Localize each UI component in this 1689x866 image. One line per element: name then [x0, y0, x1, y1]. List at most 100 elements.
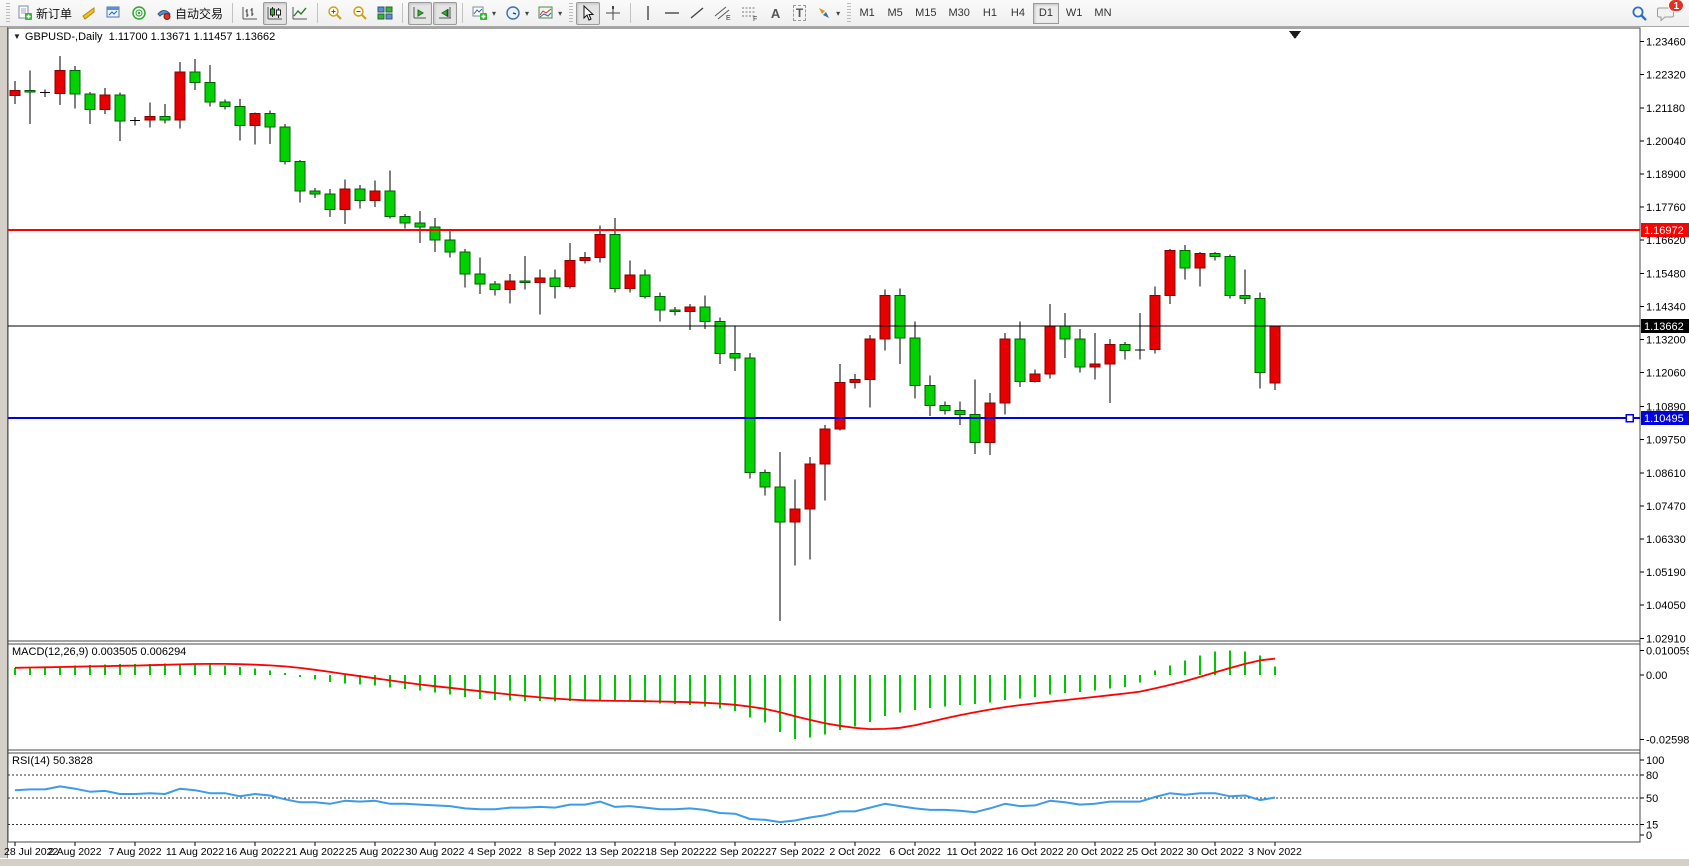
crosshair-tool-button[interactable]: [601, 2, 625, 25]
autotrading-label: 自动交易: [175, 6, 224, 21]
svg-text:2 Oct 2022: 2 Oct 2022: [829, 846, 881, 858]
resistance-line-price-badge: [1641, 223, 1689, 238]
chart-shift-icon: [412, 5, 428, 21]
chart-shift-button[interactable]: [408, 1, 433, 25]
svg-text:18 Sep 2022: 18 Sep 2022: [645, 846, 705, 858]
macd-indicator-label: MACD(12,26,9) 0.003505 0.006294: [12, 646, 186, 658]
auto-scroll-button[interactable]: [433, 1, 458, 25]
rsi-indicator-label: RSI(14) 50.3828: [12, 755, 93, 767]
svg-text:25 Aug 2022: 25 Aug 2022: [346, 846, 405, 858]
equidistant-channel-icon: E: [714, 5, 732, 21]
svg-text:16 Aug 2022: 16 Aug 2022: [226, 846, 285, 858]
chart-window-icon: [106, 5, 122, 21]
current-price-line-price-badge: [1641, 319, 1689, 334]
svg-text:28 Jul 2022: 28 Jul 2022: [4, 846, 58, 858]
cursor-tool-button[interactable]: [576, 1, 601, 25]
add-indicator-button[interactable]: ▾: [468, 2, 500, 25]
svg-text:3 Nov 2022: 3 Nov 2022: [1248, 846, 1302, 858]
timeframe-h1-button[interactable]: H1: [982, 7, 997, 19]
timeframe-m15-button[interactable]: M15: [915, 7, 937, 19]
chart-window-button[interactable]: [102, 2, 126, 25]
line-chart-icon: [292, 5, 308, 21]
macd-axis-labels: 0.010059 0.00 -0.025987: [1640, 645, 1689, 747]
line-chart-mode-button[interactable]: [288, 2, 312, 25]
price-axis[interactable]: [1641, 28, 1689, 838]
toolbar-grip[interactable]: [847, 3, 852, 23]
template-button[interactable]: ▾: [534, 2, 566, 25]
toolbar-grip[interactable]: [569, 3, 574, 23]
rsi-axis-labels: 100 80 50 150: [1640, 755, 1664, 842]
market-radar-button[interactable]: [127, 2, 151, 25]
new-order-button[interactable]: 新订单: [13, 2, 76, 25]
vertical-line-icon: [641, 5, 655, 21]
svg-text:25 Oct 2022: 25 Oct 2022: [1126, 846, 1183, 858]
svg-text:1.04050: 1.04050: [1646, 600, 1686, 612]
svg-text:20 Oct 2022: 20 Oct 2022: [1066, 846, 1123, 858]
timeframe-h4-button[interactable]: H4: [1010, 7, 1025, 19]
candles: [9, 55, 1281, 622]
svg-text:1.14340: 1.14340: [1646, 301, 1686, 313]
text-label-tool-icon: T: [792, 5, 807, 21]
zoom-out-button[interactable]: [348, 2, 372, 25]
svg-text:1.12060: 1.12060: [1646, 368, 1686, 380]
vertical-line-tool-button[interactable]: [636, 2, 659, 25]
rsi-name: RSI(14): [12, 755, 50, 767]
horizontal-line-tool-button[interactable]: [660, 2, 684, 25]
notifications-button[interactable]: 1: [1653, 0, 1684, 25]
svg-text:1.09750: 1.09750: [1646, 435, 1686, 447]
svg-text:6 Oct 2022: 6 Oct 2022: [889, 846, 941, 858]
fibonacci-tool-button[interactable]: F: [737, 2, 763, 25]
period-button[interactable]: ▾: [501, 2, 533, 25]
svg-text:1.10495: 1.10495: [1644, 413, 1684, 425]
zoom-in-button[interactable]: [323, 2, 347, 25]
svg-text:1.10890: 1.10890: [1646, 402, 1686, 414]
text-label-tool-button[interactable]: T: [788, 2, 811, 25]
text-tool-button[interactable]: A: [764, 2, 787, 25]
svg-text:-0.025987: -0.025987: [1646, 735, 1689, 747]
tile-windows-icon: [377, 5, 393, 21]
svg-text:1.05190: 1.05190: [1646, 567, 1686, 579]
svg-text:22 Sep 2022: 22 Sep 2022: [705, 846, 765, 858]
new-order-label: 新订单: [36, 6, 73, 21]
svg-text:1.16620: 1.16620: [1646, 235, 1686, 247]
svg-text:1.06330: 1.06330: [1646, 534, 1686, 546]
svg-text:1.13662: 1.13662: [1644, 321, 1684, 333]
tile-windows-button[interactable]: [373, 2, 397, 25]
svg-text:100: 100: [1646, 755, 1664, 767]
trend-line-tool-button[interactable]: [685, 2, 709, 25]
equidistant-channel-tool-button[interactable]: E: [710, 2, 736, 25]
chart-shift-marker[interactable]: [1289, 31, 1301, 39]
timeframe-m1-button[interactable]: M1: [859, 7, 875, 19]
bar-chart-mode-button[interactable]: [238, 2, 262, 25]
support-line-handle[interactable]: [1625, 413, 1634, 423]
toolbar-separator: [462, 3, 464, 23]
timeframe-m5-button[interactable]: M5: [887, 7, 903, 19]
channel-sub-letter: E: [726, 15, 731, 21]
svg-text:0.010059: 0.010059: [1646, 645, 1689, 657]
zoom-in-icon: [327, 5, 343, 21]
macd-values: 0.003505 0.006294: [91, 646, 187, 658]
text-tool-icon: A: [770, 5, 781, 21]
svg-text:1.13200: 1.13200: [1646, 335, 1686, 347]
time-axis[interactable]: [8, 843, 1640, 858]
toolbar-grip[interactable]: [6, 3, 10, 23]
notification-badge: 1: [1668, 0, 1684, 12]
arrow-tools-button[interactable]: ▾: [812, 2, 844, 25]
zoom-out-icon: [352, 5, 368, 21]
search-button[interactable]: [1627, 2, 1652, 25]
autotrading-icon: [156, 5, 172, 21]
add-indicator-icon: [472, 5, 488, 21]
timeframe-w1-button[interactable]: W1: [1065, 7, 1083, 19]
toolbar-separator: [402, 3, 404, 23]
symbol-dropdown-icon[interactable]: ▼: [13, 32, 21, 41]
new-chart-button[interactable]: [77, 2, 101, 25]
svg-text:0.00: 0.00: [1646, 670, 1667, 682]
timeframe-mn-button[interactable]: MN: [1094, 7, 1112, 19]
svg-text:1.21180: 1.21180: [1646, 103, 1685, 115]
timeframe-d1-button[interactable]: D1: [1032, 2, 1059, 24]
timeframe-m30-button[interactable]: M30: [948, 7, 970, 19]
candlestick-mode-button[interactable]: [263, 1, 288, 25]
autotrading-button[interactable]: 自动交易: [152, 2, 227, 25]
arrow-tools-icon: [816, 5, 832, 21]
